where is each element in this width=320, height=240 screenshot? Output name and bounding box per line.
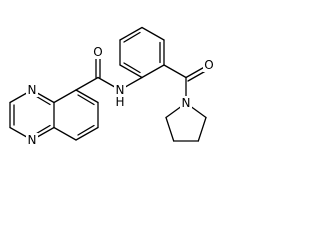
- bond: [119, 64, 143, 79]
- bonds: [9, 26, 211, 142]
- bond: [141, 26, 165, 41]
- bond: [165, 116, 175, 142]
- bond: [53, 126, 77, 141]
- atom-label: N: [182, 96, 191, 110]
- bond: [141, 64, 165, 79]
- bond: [53, 89, 77, 104]
- bond-double: [77, 94, 95, 106]
- bond: [119, 26, 143, 41]
- bond-double: [123, 31, 141, 43]
- molecule-diagram: N N O N H O N: [9, 26, 215, 147]
- bond-double: [77, 124, 95, 136]
- atom-label: O: [204, 58, 213, 72]
- atom-label: H: [115, 95, 124, 109]
- atom-label: N: [28, 133, 37, 147]
- bond: [197, 116, 207, 142]
- atom-label: N: [28, 83, 37, 97]
- atom-label: O: [93, 45, 102, 59]
- bond: [75, 89, 99, 104]
- atom-labels: N N O N H O N: [26, 45, 215, 147]
- bond: [75, 76, 99, 91]
- atom-label: N: [116, 83, 125, 97]
- bond: [163, 64, 187, 79]
- bond: [75, 126, 99, 141]
- bond-double: [123, 62, 141, 74]
